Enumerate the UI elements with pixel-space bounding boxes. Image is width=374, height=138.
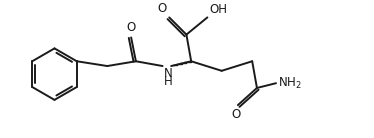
Text: O: O xyxy=(232,108,240,121)
Text: N: N xyxy=(163,67,172,80)
Text: H: H xyxy=(163,75,172,88)
Text: OH: OH xyxy=(209,2,227,15)
Text: NH$_2$: NH$_2$ xyxy=(278,76,302,91)
Text: O: O xyxy=(126,21,136,34)
Text: O: O xyxy=(157,2,166,14)
